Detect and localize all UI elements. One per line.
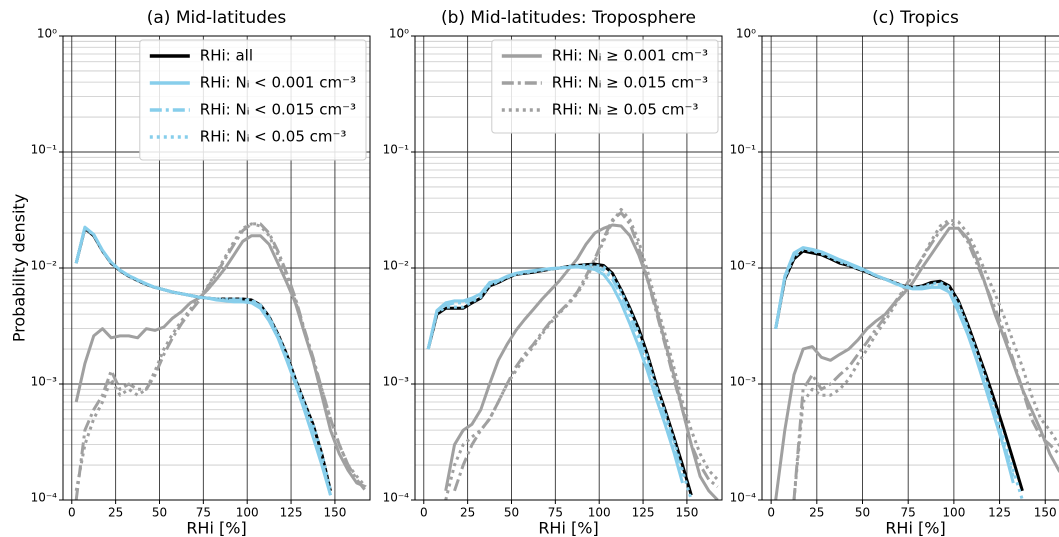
x-tick-label: 25 (460, 506, 475, 520)
y-tick-label: 10⁻³ (383, 375, 410, 389)
legend-label: RHi: Nᵢ ≥ 0.001 cm⁻³ (552, 47, 708, 65)
y-tick-label: 10⁻² (383, 259, 410, 273)
x-tick-label: 100 (236, 506, 259, 520)
panel: (b) Mid-latitudes: Troposphere 10⁻⁴ 10⁻³ 10… (383, 8, 723, 537)
y-axis-label: Probability density (10, 194, 29, 342)
x-tick-label: 75 (548, 506, 563, 520)
data-line (74, 222, 367, 492)
y-tick-label: 10⁻³ (31, 375, 58, 389)
y-tick-label: 10⁻¹ (31, 143, 58, 157)
y-tick-label: 10⁰ (736, 27, 756, 41)
y-tick-label: 10⁻⁴ (383, 491, 410, 505)
y-tick-label: 10⁻² (730, 259, 757, 273)
panel-title: (b) Mid-latitudes: Troposphere (441, 8, 696, 28)
y-tick-label: 10⁻¹ (730, 143, 757, 157)
x-tick-label: 25 (809, 506, 824, 520)
legend-label: RHi: Nᵢ < 0.001 cm⁻³ (200, 74, 356, 92)
legend-box (139, 39, 367, 161)
plot-area (426, 207, 719, 500)
legend-label: RHi: Nᵢ ≥ 0.05 cm⁻³ (552, 101, 699, 119)
data-line (792, 220, 1059, 500)
y-tick-label: 10⁻¹ (383, 143, 410, 157)
legend-box (491, 39, 719, 134)
data-line (774, 247, 1024, 500)
x-tick-label: 75 (901, 506, 916, 520)
x-tick-label: 125 (632, 506, 655, 520)
x-tick-label: 50 (855, 506, 870, 520)
axes-frame (62, 35, 371, 501)
y-tick-label: 10⁰ (389, 27, 409, 41)
plot-area (774, 218, 1059, 500)
axes-frame (414, 35, 723, 501)
x-tick-label: 150 (675, 506, 698, 520)
panel: (c) Tropics 10⁻⁴ 10⁻³ 10⁻² 10⁻¹ 10⁰ 0 25 50 75 100… (730, 8, 1059, 537)
x-axis-label: RHi [%] (538, 519, 598, 537)
legend: RHi: all RHi: Nᵢ < 0.001 cm⁻³ RHi: Nᵢ < 0.… (139, 39, 367, 161)
panel: (a) Mid-latitudes 10⁻⁴ 10⁻³ 10⁻² 10⁻¹ 10⁰ 0 25 5… (31, 8, 371, 537)
legend-label: RHi: all (200, 47, 253, 65)
x-axis-label: RHi [%] (186, 519, 246, 537)
legend-label: RHi: Nᵢ ≥ 0.015 cm⁻³ (552, 74, 708, 92)
y-tick-label: 10⁻⁴ (31, 491, 58, 505)
axes-frame (761, 35, 1059, 501)
y-tick-label: 10⁻³ (730, 375, 757, 389)
x-tick-label: 25 (108, 506, 123, 520)
plot-area (74, 222, 367, 500)
x-tick-label: 125 (280, 506, 303, 520)
x-tick-label: 75 (196, 506, 211, 520)
x-tick-label: 150 (1034, 506, 1057, 520)
x-tick-label: 150 (323, 506, 346, 520)
x-tick-label: 0 (767, 506, 775, 520)
grid (762, 36, 1059, 500)
x-tick-label: 100 (588, 506, 611, 520)
x-tick-label: 50 (152, 506, 167, 520)
panel-title: (c) Tropics (872, 8, 959, 28)
x-tick-label: 125 (988, 506, 1011, 520)
y-tick-label: 10⁻⁴ (730, 491, 757, 505)
legend-label: RHi: Nᵢ < 0.05 cm⁻³ (200, 128, 347, 146)
legend-label: RHi: Nᵢ < 0.015 cm⁻³ (200, 101, 356, 119)
legend: RHi: Nᵢ ≥ 0.001 cm⁻³ RHi: Nᵢ ≥ 0.015 cm⁻³… (491, 39, 719, 134)
x-tick-label: 0 (68, 506, 76, 520)
x-tick-label: 100 (942, 506, 965, 520)
data-line (792, 218, 1059, 500)
data-line (444, 207, 719, 500)
y-tick-label: 10⁰ (37, 27, 57, 41)
x-tick-label: 50 (504, 506, 519, 520)
y-tick-label: 10⁻² (31, 259, 58, 273)
x-tick-label: 0 (420, 506, 428, 520)
x-axis-label: RHi [%] (885, 519, 945, 537)
panel-title: (a) Mid-latitudes (147, 8, 287, 28)
